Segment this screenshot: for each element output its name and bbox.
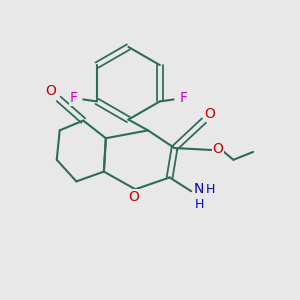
Text: O: O	[128, 190, 139, 204]
Text: O: O	[212, 142, 223, 156]
Text: F: F	[69, 92, 77, 106]
Text: O: O	[45, 84, 56, 98]
Text: H: H	[194, 199, 204, 212]
Text: O: O	[204, 107, 215, 121]
Text: H: H	[206, 183, 215, 196]
Text: F: F	[179, 92, 188, 106]
Text: N: N	[194, 182, 204, 196]
